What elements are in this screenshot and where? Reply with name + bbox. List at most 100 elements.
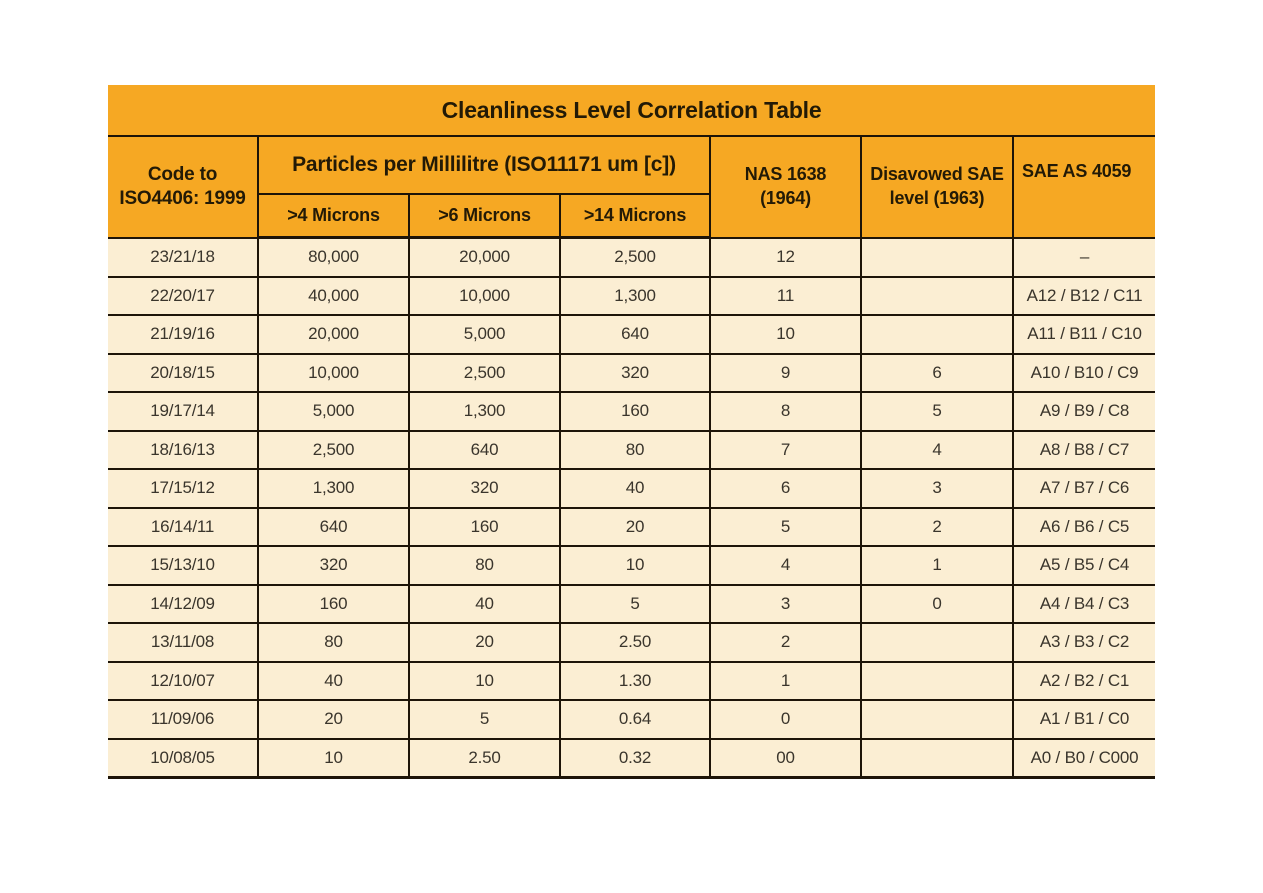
cell-iso-code: 14/12/09 [107, 583, 259, 624]
cell-gt4-microns: 80,000 [257, 236, 410, 278]
iso-code-header-line2: ISO4406: 1999 [119, 187, 246, 209]
cell-nas-1638: 9 [709, 352, 862, 393]
cell-sae-disavowed [860, 699, 1014, 740]
column-header-sae-as-4059: SAE AS 4059 [1011, 135, 1157, 239]
cell-iso-code: 17/15/12 [107, 468, 259, 509]
cell-nas-1638: 4 [709, 545, 862, 586]
cell-iso-code: 18/16/13 [107, 429, 259, 470]
cell-sae-as-4059: A10 / B10 / C9 [1011, 352, 1157, 393]
cell-gt14-microns: 80 [559, 429, 711, 470]
cell-nas-1638: 00 [709, 737, 862, 777]
cell-gt6-microns: 2.50 [408, 737, 561, 777]
cell-gt14-microns: 320 [559, 352, 711, 393]
cell-gt6-microns: 20,000 [408, 236, 561, 278]
cell-gt4-microns: 20 [257, 699, 410, 740]
cleanliness-correlation-table: Cleanliness Level Correlation Table Code… [106, 84, 1157, 779]
cell-gt6-microns: 2,500 [408, 352, 561, 393]
cell-gt4-microns: 2,500 [257, 429, 410, 470]
table-row: 10/08/05 10 2.50 0.32 00 A0 / B0 / C000 [107, 737, 1157, 777]
cell-sae-as-4059: A3 / B3 / C2 [1011, 622, 1157, 663]
cell-gt6-microns: 160 [408, 506, 561, 547]
cell-sae-disavowed: 3 [860, 468, 1014, 509]
cell-sae-disavowed [860, 660, 1014, 701]
nas-header-line2: (1964) [760, 187, 811, 208]
table-body: 23/21/18 80,000 20,000 2,500 12–22/20/17 40,0… [107, 236, 1157, 777]
cell-gt4-microns: 40 [257, 660, 410, 701]
cell-sae-as-4059: A0 / B0 / C000 [1011, 737, 1157, 777]
table-row: 15/13/10 320 80 10 4 1 A5 / B5 / C4 [107, 545, 1157, 586]
cell-iso-code: 20/18/15 [107, 352, 259, 393]
table-row: 23/21/18 80,000 20,000 2,500 12 – [107, 236, 1157, 278]
cell-gt14-microns: 2.50 [559, 622, 711, 663]
cell-iso-code: 11/09/06 [107, 699, 259, 740]
cell-iso-code: 13/11/08 [107, 622, 259, 663]
cell-iso-code: 12/10/07 [107, 660, 259, 701]
table-row: 18/16/13 2,500 640 80 7 4 A8 / B8 / C7 [107, 429, 1157, 470]
cell-gt14-microns: 0.32 [559, 737, 711, 777]
cell-nas-1638: 5 [709, 506, 862, 547]
column-header-gt4-microns: >4 Microns [257, 193, 410, 239]
cell-nas-1638: 7 [709, 429, 862, 470]
cell-gt6-microns: 40 [408, 583, 561, 624]
table-row: 14/12/09 160 40 5 3 0 A4 / B4 / C3 [107, 583, 1157, 624]
cell-sae-as-4059: A2 / B2 / C1 [1011, 660, 1157, 701]
cell-nas-1638: 2 [709, 622, 862, 663]
cell-nas-1638: 6 [709, 468, 862, 509]
cell-gt14-microns: 40 [559, 468, 711, 509]
cell-sae-disavowed: 6 [860, 352, 1014, 393]
cell-gt6-microns: 1,300 [408, 391, 561, 432]
cell-gt14-microns: 2,500 [559, 236, 711, 278]
sae-disavowed-header-line1: Disavowed SAE [870, 164, 1004, 185]
header-row-microns: >4 Microns >6 Microns >14 Microns [108, 193, 1155, 239]
cell-iso-code: 16/14/11 [107, 506, 259, 547]
table-row: 12/10/07 40 10 1.30 1 A2 / B2 / C1 [107, 660, 1157, 701]
cell-iso-code: 15/13/10 [107, 545, 259, 586]
cell-nas-1638: 8 [709, 391, 862, 432]
cell-gt6-microns: 20 [408, 622, 561, 663]
cell-gt14-microns: 640 [559, 314, 711, 355]
cell-sae-disavowed [860, 622, 1014, 663]
cell-gt14-microns: 0.64 [559, 699, 711, 740]
cell-sae-disavowed: 1 [860, 545, 1014, 586]
cell-gt6-microns: 640 [408, 429, 561, 470]
cell-gt6-microns: 5 [408, 699, 561, 740]
cell-sae-disavowed: 0 [860, 583, 1014, 624]
cell-gt4-microns: 320 [257, 545, 410, 586]
column-header-sae-disavowed: Disavowed SAE level (1963) [860, 135, 1014, 239]
cell-sae-as-4059: A1 / B1 / C0 [1011, 699, 1157, 740]
cell-sae-disavowed [860, 737, 1014, 777]
column-header-iso-code: Code to ISO4406: 1999 [107, 135, 259, 239]
title-row: Cleanliness Level Correlation Table [106, 84, 1157, 137]
cell-gt14-microns: 160 [559, 391, 711, 432]
cell-gt4-microns: 640 [257, 506, 410, 547]
table-row: 19/17/14 5,000 1,300 160 8 5 A9 / B9 / C8 [107, 391, 1157, 432]
table-row: 11/09/06 20 5 0.64 0 A1 / B1 / C0 [107, 699, 1157, 740]
cell-gt4-microns: 10,000 [257, 352, 410, 393]
cell-gt6-microns: 10 [408, 660, 561, 701]
cell-nas-1638: 10 [709, 314, 862, 355]
cell-iso-code: 19/17/14 [107, 391, 259, 432]
cell-nas-1638: 3 [709, 583, 862, 624]
cell-sae-disavowed: 4 [860, 429, 1014, 470]
cell-gt4-microns: 160 [257, 583, 410, 624]
cell-gt6-microns: 80 [408, 545, 561, 586]
cell-sae-disavowed [860, 236, 1014, 278]
cell-sae-as-4059: A5 / B5 / C4 [1011, 545, 1157, 586]
cell-sae-as-4059: A9 / B9 / C8 [1011, 391, 1157, 432]
cell-gt4-microns: 10 [257, 737, 410, 777]
cell-gt4-microns: 40,000 [257, 275, 410, 316]
cell-iso-code: 21/19/16 [107, 314, 259, 355]
table-row: 20/18/15 10,000 2,500 320 9 6 A10 / B10 / C9 [107, 352, 1157, 393]
cell-sae-as-4059: A7 / B7 / C6 [1011, 468, 1157, 509]
cell-gt6-microns: 10,000 [408, 275, 561, 316]
cell-gt6-microns: 5,000 [408, 314, 561, 355]
cell-gt14-microns: 5 [559, 583, 711, 624]
column-header-gt6-microns: >6 Microns [408, 193, 561, 239]
cell-gt6-microns: 320 [408, 468, 561, 509]
cell-sae-as-4059: A11 / B11 / C10 [1011, 314, 1157, 355]
cell-gt14-microns: 10 [559, 545, 711, 586]
cell-sae-as-4059: A12 / B12 / C11 [1011, 275, 1157, 316]
cell-gt14-microns: 1.30 [559, 660, 711, 701]
cell-gt14-microns: 1,300 [559, 275, 711, 316]
